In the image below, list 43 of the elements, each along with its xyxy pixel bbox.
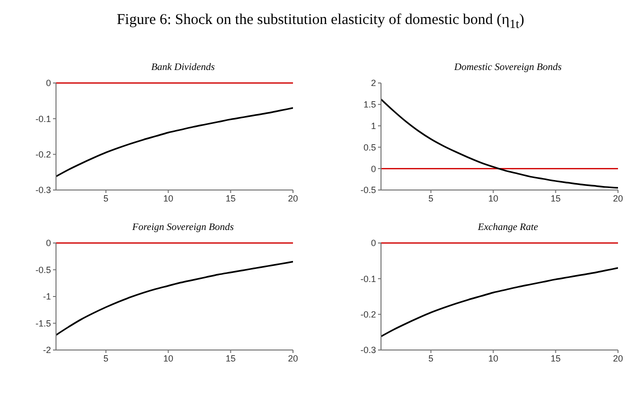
y-tick-label: 1.5	[363, 100, 376, 110]
x-tick-label: 5	[103, 193, 108, 204]
y-tick-label: 1	[370, 120, 376, 131]
y-tick-label: 0	[46, 78, 51, 88]
y-tick-label: 0.5	[363, 142, 376, 152]
chart-title: Foreign Sovereign Bonds	[131, 222, 235, 235]
y-tick-label: 0	[46, 238, 51, 248]
chart-title: Exchange Rate	[476, 222, 540, 235]
x-tick-label: 5	[428, 193, 434, 204]
y-tick-label: -2	[42, 345, 51, 356]
x-tick-label: 10	[488, 193, 498, 204]
x-tick-label: 15	[550, 193, 561, 204]
x-tick-label: 15	[226, 193, 236, 204]
y-tick-label: -1.5	[35, 318, 51, 328]
y-tick-label: -0.5	[360, 185, 376, 196]
y-tick-label: -0.3	[35, 185, 51, 196]
y-tick-label: -0.3	[360, 345, 376, 356]
x-tick-label: 5	[428, 353, 434, 364]
line-series	[56, 107, 293, 178]
x-tick-label: 10	[163, 193, 174, 204]
y-tick-label: -0.1	[360, 274, 376, 284]
chart-title: Bank Dividends	[150, 62, 216, 75]
x-tick-label: 15	[550, 353, 561, 364]
y-tick-label: -1	[42, 292, 51, 302]
x-tick-label: 20	[288, 353, 298, 364]
caption: Figure 6: Shock on the substitution elasticity of domestic bond (η$_{1t}$)	[116, 12, 526, 32]
x-tick-label: 10	[163, 353, 174, 364]
x-tick-label: 5	[103, 353, 108, 364]
x-tick-label: 20	[288, 193, 298, 204]
y-tick-label: 0	[370, 164, 376, 174]
y-tick-label: -0.2	[35, 150, 51, 160]
x-tick-label: 20	[612, 193, 624, 204]
x-tick-label: 10	[488, 353, 498, 364]
line-series	[381, 267, 618, 338]
y-tick-label: 0	[370, 238, 376, 248]
x-tick-label: 20	[612, 353, 624, 364]
x-tick-label: 15	[226, 353, 236, 364]
y-tick-label: -0.1	[35, 114, 51, 124]
y-tick-label: -0.2	[360, 310, 376, 320]
chart-title: Domestic Sovereign Bonds	[453, 62, 563, 75]
line-series	[56, 260, 293, 336]
y-tick-label: 2	[370, 78, 376, 88]
y-tick-label: -0.5	[35, 264, 51, 275]
